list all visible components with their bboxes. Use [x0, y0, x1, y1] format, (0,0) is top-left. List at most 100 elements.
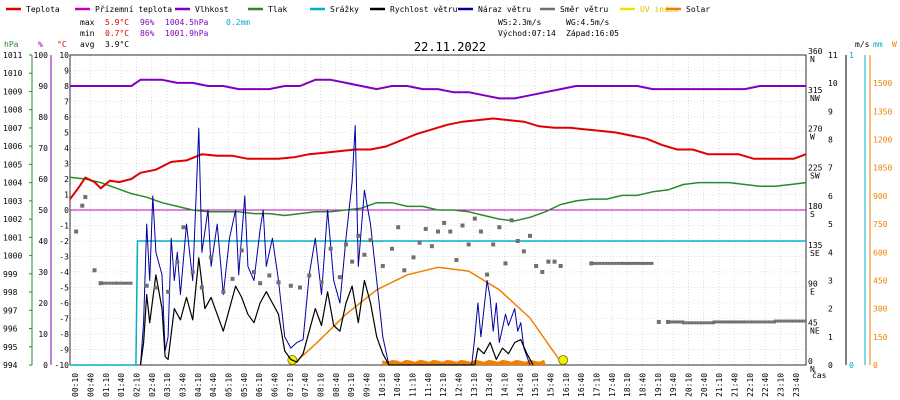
time-tick-label: 01:40	[117, 373, 126, 397]
wind-direction-dot	[687, 321, 691, 325]
unit-degc: °C	[57, 40, 67, 49]
stats-avg-temp: 3.9°C	[105, 40, 129, 49]
humidity-tick-label: 50	[38, 206, 48, 215]
wind-direction-dot	[362, 252, 367, 257]
wind-speed-tick-label: 4	[828, 248, 833, 257]
wind-direction-dot	[589, 261, 593, 265]
unit-ms: m/s	[855, 40, 870, 49]
humidity-tick-label: 30	[38, 268, 48, 277]
stats-min-label: min	[80, 29, 95, 38]
wind-speed-tick-label: 0	[828, 361, 833, 370]
wind-direction-dot	[610, 261, 614, 265]
stats-block: max 5.9°C 96% 1004.5hPa 0.2mm min 0.7°C …	[80, 18, 250, 49]
wind-direction-dot	[776, 319, 780, 323]
direction-tick-compass: NE	[810, 326, 820, 335]
wind-direction-dot	[736, 320, 740, 324]
wind-direction-dot	[641, 261, 645, 265]
wind-direction-dot	[718, 320, 722, 324]
time-tick-label: 08:10	[316, 373, 325, 397]
wind-direction-dot	[699, 321, 703, 325]
wind-direction-dot	[239, 248, 244, 253]
wind-direction-dot	[108, 281, 112, 285]
wind-direction-dot	[114, 281, 118, 285]
stats-avg-label: avg	[80, 40, 95, 49]
wind-speed-tick-label: 6	[828, 192, 833, 201]
temperature-tick-label: 9	[64, 67, 69, 76]
wind-direction-dot	[515, 239, 520, 243]
wind-direction-dot	[681, 321, 685, 325]
wind-direction-dot	[635, 261, 639, 265]
legend: Teplota Přízemní teplota Vlhkost Tlak Srážky…	[6, 5, 710, 14]
humidity-tick-label: 10	[38, 330, 48, 339]
time-tick-label: 07:10	[286, 373, 295, 397]
humidity-tick-label: 0	[43, 361, 48, 370]
humidity-tick-label: 60	[38, 175, 48, 184]
wind-direction-dot	[429, 244, 434, 249]
time-tick-label: 03:40	[178, 373, 187, 397]
wind-direction-dot	[298, 285, 302, 290]
wind-direction-dot	[442, 220, 447, 225]
wind-direction-dot	[616, 261, 620, 265]
wind-direction-dot	[144, 283, 149, 288]
wind-direction-dot	[117, 281, 121, 285]
wind-direction-dot	[209, 255, 214, 260]
series-layer	[69, 78, 807, 366]
temperature-tick-label: 6	[64, 113, 69, 122]
time-tick-label: 19:10	[654, 373, 663, 397]
stats-min-press: 1001.9hPa	[165, 29, 209, 38]
direction-tick-degree: 225	[808, 163, 823, 172]
direction-tick-degree: 0	[808, 357, 813, 366]
wind-direction-dot	[129, 281, 133, 285]
wind-direction-dot	[491, 242, 496, 247]
wind-direction-dot	[448, 229, 453, 234]
solar-base-area	[382, 359, 546, 366]
time-tick-label: 00:40	[86, 373, 95, 397]
direction-tick-degree: 90	[808, 280, 818, 289]
sunrise-time: Východ:07:14	[498, 29, 556, 38]
unit-hpa: hPa	[4, 40, 19, 49]
time-tick-label: 21:40	[730, 373, 739, 397]
wind-direction-dot	[749, 320, 753, 324]
legend-label: Náraz větru	[478, 5, 531, 14]
wind-direction-dot	[705, 321, 709, 325]
wind-direction-dot	[727, 320, 731, 324]
pressure-tick-label: 1010	[3, 69, 22, 78]
wind-direction-dot	[497, 225, 502, 230]
wind-direction-dot	[788, 319, 792, 323]
pressure-tick-label: 1006	[3, 142, 22, 151]
temperature-tick-label: -6	[59, 299, 69, 308]
wind-direction-dot	[276, 280, 281, 285]
time-tick-label: 17:10	[592, 373, 601, 397]
temperature-tick-label: 2	[64, 175, 69, 184]
axes: 9949959969979989991000100110021003100410…	[3, 47, 892, 397]
time-tick-label: 12:10	[439, 373, 448, 397]
legend-label: Solar	[686, 5, 710, 14]
wind-direction-dot	[190, 270, 195, 274]
humidity-tick-label: 100	[34, 51, 49, 60]
solar-tick-label: 1200	[873, 136, 892, 145]
wind-direction-dot	[601, 261, 605, 265]
humidity-tick-label: 80	[38, 113, 48, 122]
wind-direction-dot	[166, 289, 171, 294]
wind-direction-dot	[126, 281, 130, 285]
wind-direction-dot	[785, 319, 789, 323]
legend-label: Přízemní teplota	[95, 5, 172, 14]
wind-direction-dot	[368, 238, 373, 243]
time-tick-label: 06:40	[270, 373, 279, 397]
time-tick-label: 02:10	[132, 373, 141, 397]
temperature-tick-label: -3	[59, 253, 69, 262]
time-tick-label: 19:40	[669, 373, 678, 397]
wind-info-block: WS:2.3m/s WG:4.5m/s Východ:07:14 Západ:1…	[498, 18, 619, 38]
wind-direction-dot	[758, 320, 762, 324]
time-tick-label: 11:40	[424, 373, 433, 397]
stats-max-press: 1004.5hPa	[165, 18, 209, 27]
legend-label: Rychlost větru	[390, 5, 458, 14]
humidity-line	[70, 78, 806, 100]
temperature-tick-label: -1	[59, 222, 69, 231]
wind-direction-dot	[528, 233, 532, 238]
wind-direction-dot	[684, 321, 688, 325]
time-tick-label: 08:40	[332, 373, 341, 397]
wind-direction-dot	[92, 268, 97, 273]
unit-headers: hPa % °C m/s mm W	[4, 40, 897, 49]
wind-direction-dot	[411, 255, 416, 260]
